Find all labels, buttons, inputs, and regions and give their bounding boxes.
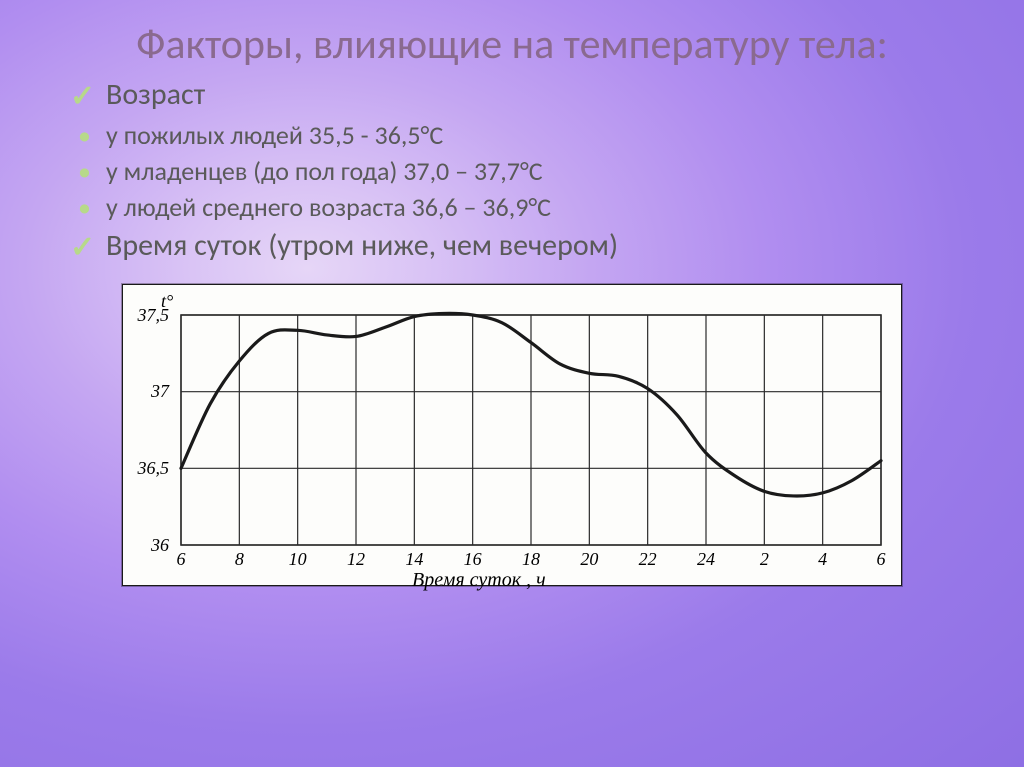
xtick-label: 2 — [749, 549, 779, 570]
xtick-label: 16 — [458, 549, 488, 570]
xtick-label: 14 — [399, 549, 429, 570]
xtick-label: 6 — [866, 549, 896, 570]
xtick-label: 20 — [574, 549, 604, 570]
x-axis-label: Время суток , ч — [412, 569, 546, 592]
xtick-label: 24 — [691, 549, 721, 570]
xtick-label: 22 — [633, 549, 663, 570]
temperature-chart: t° Время суток , ч 3636,53737,5681012141… — [122, 284, 902, 586]
bullet-middle: у людей среднего возраста 36,6 – 36,9°С — [70, 191, 974, 223]
bullet-elderly: у пожилых людей 35,5 - 36,5°С — [70, 119, 974, 151]
xtick-label: 10 — [283, 549, 313, 570]
bullet-infants: у младенцев (до пол года) 37,0 – 37,7°С — [70, 155, 974, 187]
bullet-list: Возраст у пожилых людей 35,5 - 36,5°С у … — [70, 76, 974, 264]
ytick-label: 36 — [129, 535, 169, 556]
xtick-label: 6 — [166, 549, 196, 570]
ytick-label: 37 — [129, 381, 169, 402]
slide-title: Факторы, влияющие на температуру тела: — [50, 20, 974, 70]
xtick-label: 18 — [516, 549, 546, 570]
ytick-label: 37,5 — [129, 305, 169, 326]
xtick-label: 4 — [808, 549, 838, 570]
bullet-time: Время суток (утром ниже, чем вечером) — [70, 227, 974, 264]
chart-svg — [123, 285, 903, 587]
ytick-label: 36,5 — [129, 458, 169, 479]
bullet-age: Возраст — [70, 76, 974, 113]
xtick-label: 12 — [341, 549, 371, 570]
xtick-label: 8 — [224, 549, 254, 570]
